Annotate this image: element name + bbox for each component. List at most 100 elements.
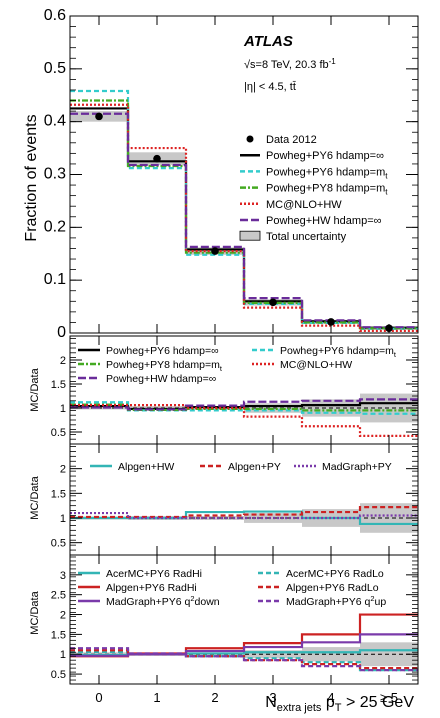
ratio-line — [70, 401, 418, 415]
ratio-legend-label: Powheg+HW hdamp=∞ — [106, 373, 216, 385]
legend-label: Powheg+PY8 hdamp=mt — [266, 183, 388, 197]
ratio1-y-tick-label: 1 — [60, 403, 66, 415]
ratio-legend-sub: t — [220, 364, 223, 373]
ratio-legend-text: Powheg+HW hdamp=∞ — [106, 373, 216, 385]
ratio-line — [70, 649, 418, 670]
ratio-legend-text: MadGraph+PY6 q — [286, 596, 371, 608]
ratio-legend-text: MadGraph+PY — [322, 461, 392, 473]
ratio3-y-tick-label: 1.5 — [51, 629, 66, 641]
x-tick-label: 1 — [153, 690, 160, 705]
data-point — [211, 247, 219, 255]
data-points — [95, 112, 393, 333]
x-title-sub: extra jets — [277, 702, 322, 714]
series-line — [70, 103, 418, 332]
data-point — [95, 112, 103, 121]
legends: Data 2012 Powheg+PY6 hdamp=∞ Powheg+PY6 hd… — [78, 134, 397, 608]
ratio-legend-sup: 2 — [190, 594, 194, 603]
ratio-legend-text: AcerMC+PY6 RadLo — [286, 568, 384, 580]
ratio1-y-tick-label: 1.5 — [51, 379, 66, 391]
main-y-tick-label: 0.4 — [44, 113, 66, 130]
legend-label-data: Data 2012 — [266, 134, 317, 146]
ratio-legend-label: Alpgen+PY6 RadLo — [286, 582, 379, 594]
x-title-n: N — [265, 694, 277, 711]
energy-sup: -1 — [329, 57, 337, 66]
series-lines — [70, 89, 418, 672]
ratio-line — [70, 511, 418, 520]
ratio-legend-label: Alpgen+PY6 RadHi — [106, 582, 197, 594]
ratio-legend-label: Alpgen+HW — [118, 461, 174, 473]
ratio-line — [70, 647, 418, 672]
ratio-legend-label: MadGraph+PY — [322, 461, 392, 473]
x-title-p: p — [321, 694, 334, 711]
legend-swatch-uncertainty — [239, 230, 261, 241]
data-point — [385, 324, 393, 333]
text-layer: ATLAS √s=8 TeV, 20.3 fb-1 |η| < 4.5, tt̄… — [23, 33, 414, 714]
ratio2-y-tick-label: 2 — [60, 464, 66, 476]
ratio3-y-tick-label: 1 — [60, 649, 66, 661]
tick-labels: 0 0.1 0.2 0.3 0.4 0.5 0.6 0.5 1 1.5 2 0.5 1 1.5 2 0.5 1 1… — [44, 7, 398, 705]
legend-marker-data — [246, 135, 254, 143]
energy-annotation: √s=8 TeV, 20.3 fb-1 — [244, 57, 336, 71]
ratio3-ylabel: MC/Data — [29, 590, 41, 634]
ratio-legend-label: Powheg+PY6 hdamp=mt — [280, 345, 397, 359]
legend-label: Powheg+PY6 hdamp=mt — [266, 166, 388, 180]
x-tick-label: 2 — [211, 690, 218, 705]
series-line — [70, 112, 418, 329]
main-y-tick-label: 0.6 — [44, 7, 66, 24]
ratio-line — [70, 404, 418, 437]
legend-label-sub: t — [385, 188, 388, 197]
ratio1-y-tick-label: 2 — [60, 355, 66, 367]
ratio-legend-sup: 2 — [370, 594, 374, 603]
x-title-end: > 25 GeV — [342, 694, 415, 711]
ratio2-y-tick-label: 1 — [60, 513, 66, 525]
ratio-legend-label: Powheg+PY8 hdamp=mt — [106, 359, 223, 373]
ratio3-y-tick-label: 3 — [60, 570, 66, 582]
main-y-tick-label: 0.5 — [44, 60, 66, 77]
data-point — [327, 318, 335, 326]
legend-label-text: Powheg+PY6 hdamp=m — [266, 166, 385, 178]
x-tick-label: ≥ 5 — [380, 690, 398, 705]
legend-label-sub: t — [385, 171, 388, 180]
ratio1-ylabel: MC/Data — [29, 367, 41, 411]
ratio-legend-text: Alpgen+PY6 RadHi — [106, 582, 197, 594]
ratio-legend-label: MadGraph+PY6 q2up — [286, 594, 386, 608]
ratio-legend-label: MadGraph+PY6 q2down — [106, 594, 220, 608]
ratio-legend-text: AcerMC+PY6 RadHi — [106, 568, 202, 580]
legend-label-text: Powheg+HW hdamp=∞ — [266, 215, 381, 227]
legend-label: MC@NLO+HW — [266, 199, 342, 211]
x-axis-title: Nextra jets pT > 25 GeV — [265, 694, 414, 714]
ratio-legend-text: MC@NLO+HW — [280, 359, 352, 371]
ratio-legend-text: Powheg+PY6 hdamp=m — [280, 345, 394, 357]
data-point — [153, 154, 161, 163]
data-point — [269, 298, 277, 307]
ratio-legend-text: Alpgen+HW — [118, 461, 174, 473]
ratio-line — [70, 633, 418, 657]
legend-label-text: MC@NLO+HW — [266, 199, 342, 211]
legend-label-text: Powheg+PY8 hdamp=m — [266, 183, 385, 195]
ratio-legend-text: Powheg+PY6 hdamp=∞ — [106, 345, 219, 357]
energy-text: √s=8 TeV, 20.3 fb — [244, 59, 329, 71]
main-ylabel: Fraction of events — [23, 114, 40, 241]
ratio-legend-text: Alpgen+PY6 RadLo — [286, 582, 379, 594]
ratio-legend-text: Powheg+PY8 hdamp=m — [106, 359, 220, 371]
legend-label: Powheg+HW hdamp=∞ — [266, 215, 381, 227]
ratio3-y-tick-label: 0.5 — [51, 669, 66, 681]
legend-label-text: Powheg+PY6 hdamp=∞ — [266, 150, 384, 162]
ratio-legend-suffix: down — [195, 596, 220, 608]
ratio2-ylabel: MC/Data — [29, 475, 41, 519]
ratio-legend-text: Alpgen+PY — [228, 461, 281, 473]
legend-label-uncertainty: Total uncertainty — [266, 231, 347, 243]
ratio2-y-tick-label: 0.5 — [51, 538, 66, 550]
ratio-legend-label: MC@NLO+HW — [280, 359, 352, 371]
ratio3-y-tick-label: 2 — [60, 610, 66, 622]
ratio1-y-tick-label: 0.5 — [51, 427, 66, 439]
ratio-legend-text: MadGraph+PY6 q — [106, 596, 191, 608]
legend-label: Powheg+PY6 hdamp=∞ — [266, 150, 384, 162]
ratio-legend-label: AcerMC+PY6 RadHi — [106, 568, 202, 580]
main-y-tick-label: 0.3 — [44, 166, 66, 183]
x-tick-label: 4 — [327, 690, 334, 705]
ratio3-y-tick-label: 2.5 — [51, 590, 66, 602]
main-y-tick-label: 0 — [57, 324, 66, 341]
atlas-label: ATLAS — [243, 33, 293, 50]
